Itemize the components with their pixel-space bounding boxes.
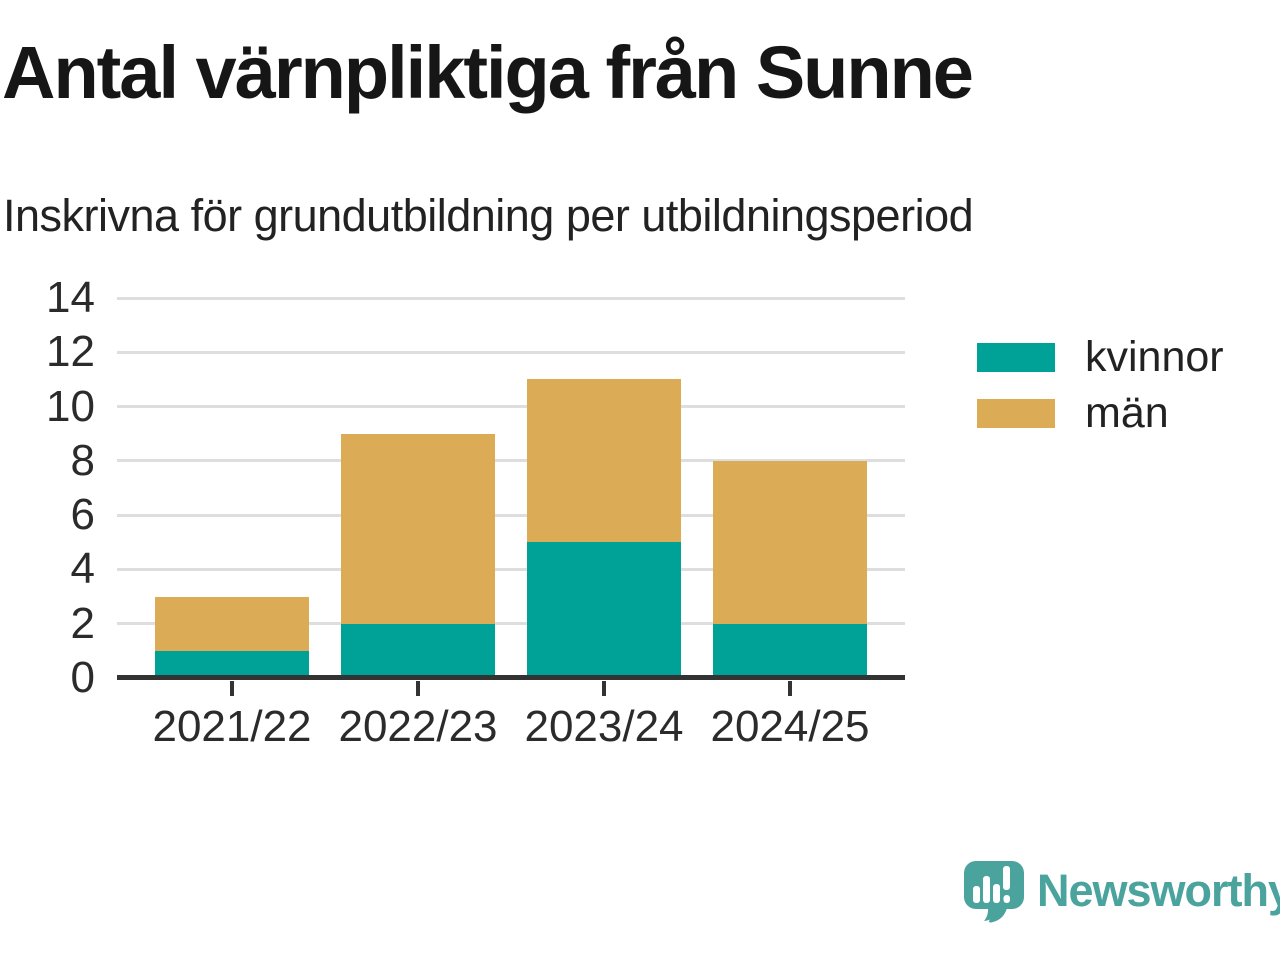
x-axis-tick [788,681,792,696]
x-axis-line [117,675,905,680]
bar-segment-kvinnor [527,542,681,678]
x-tick-label: 2022/23 [338,702,498,751]
gridline [117,567,905,571]
legend-label: kvinnor [1085,332,1224,381]
y-tick-label: 6 [70,490,95,540]
legend-item-män: män [977,385,1224,441]
legend: kvinnor män [977,329,1224,441]
bar-segment-kvinnor [155,650,309,678]
bar-segment-kvinnor [341,623,495,678]
y-tick-label: 14 [46,273,95,322]
x-axis-tick [416,681,420,696]
gridline [117,350,905,354]
bar-segment-män [341,433,495,624]
legend-label: män [1085,388,1169,437]
y-tick-label: 2 [70,598,95,648]
gridline [117,296,905,300]
y-tick-label: 10 [46,381,95,431]
bar-segment-män [155,596,309,651]
newsworthy-wordmark: Newsworthy [1037,865,1280,916]
bar-segment-män [527,379,681,543]
gridline [117,622,905,626]
x-axis-tick [602,681,606,696]
newsworthy-logo-icon [964,861,1024,923]
gridline [117,459,905,463]
x-tick-label: 2021/22 [152,702,312,751]
bar-segment-kvinnor [713,623,867,678]
x-tick-label: 2024/25 [710,702,870,751]
y-tick-label: 0 [70,653,95,702]
y-tick-label: 12 [46,327,95,377]
x-axis-tick [230,681,234,696]
bar-segment-män [713,460,867,624]
legend-item-kvinnor: kvinnor [977,329,1224,385]
legend-swatch [977,398,1055,428]
legend-swatch [977,342,1055,372]
y-tick-label: 4 [70,544,95,594]
x-tick-label: 2023/24 [524,702,684,751]
chart-subtitle: Inskrivna för grundutbildning per utbild… [3,190,974,241]
gridline [117,513,905,517]
newsworthy-brand: Newsworthy [962,859,1280,923]
y-tick-label: 8 [70,435,95,485]
plot-area: 0 2 4 6 8 10 12 14 2021/22 2022/23 2023/24 2024/25 [46,273,905,751]
gridline [117,405,905,409]
chart-title: Antal värnpliktiga från Sunne [2,31,974,114]
